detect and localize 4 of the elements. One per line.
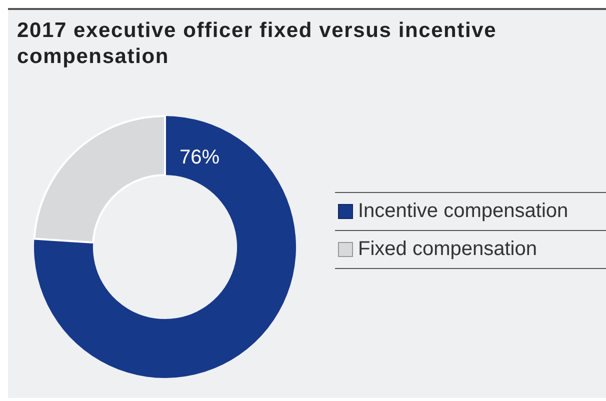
data-label: 76% (180, 146, 220, 168)
legend-label: Incentive compensation (358, 200, 568, 223)
chart-title: 2017 executive officer fixed versus incentive compensation (17, 18, 498, 70)
legend-label: Fixed compensation (358, 238, 537, 261)
